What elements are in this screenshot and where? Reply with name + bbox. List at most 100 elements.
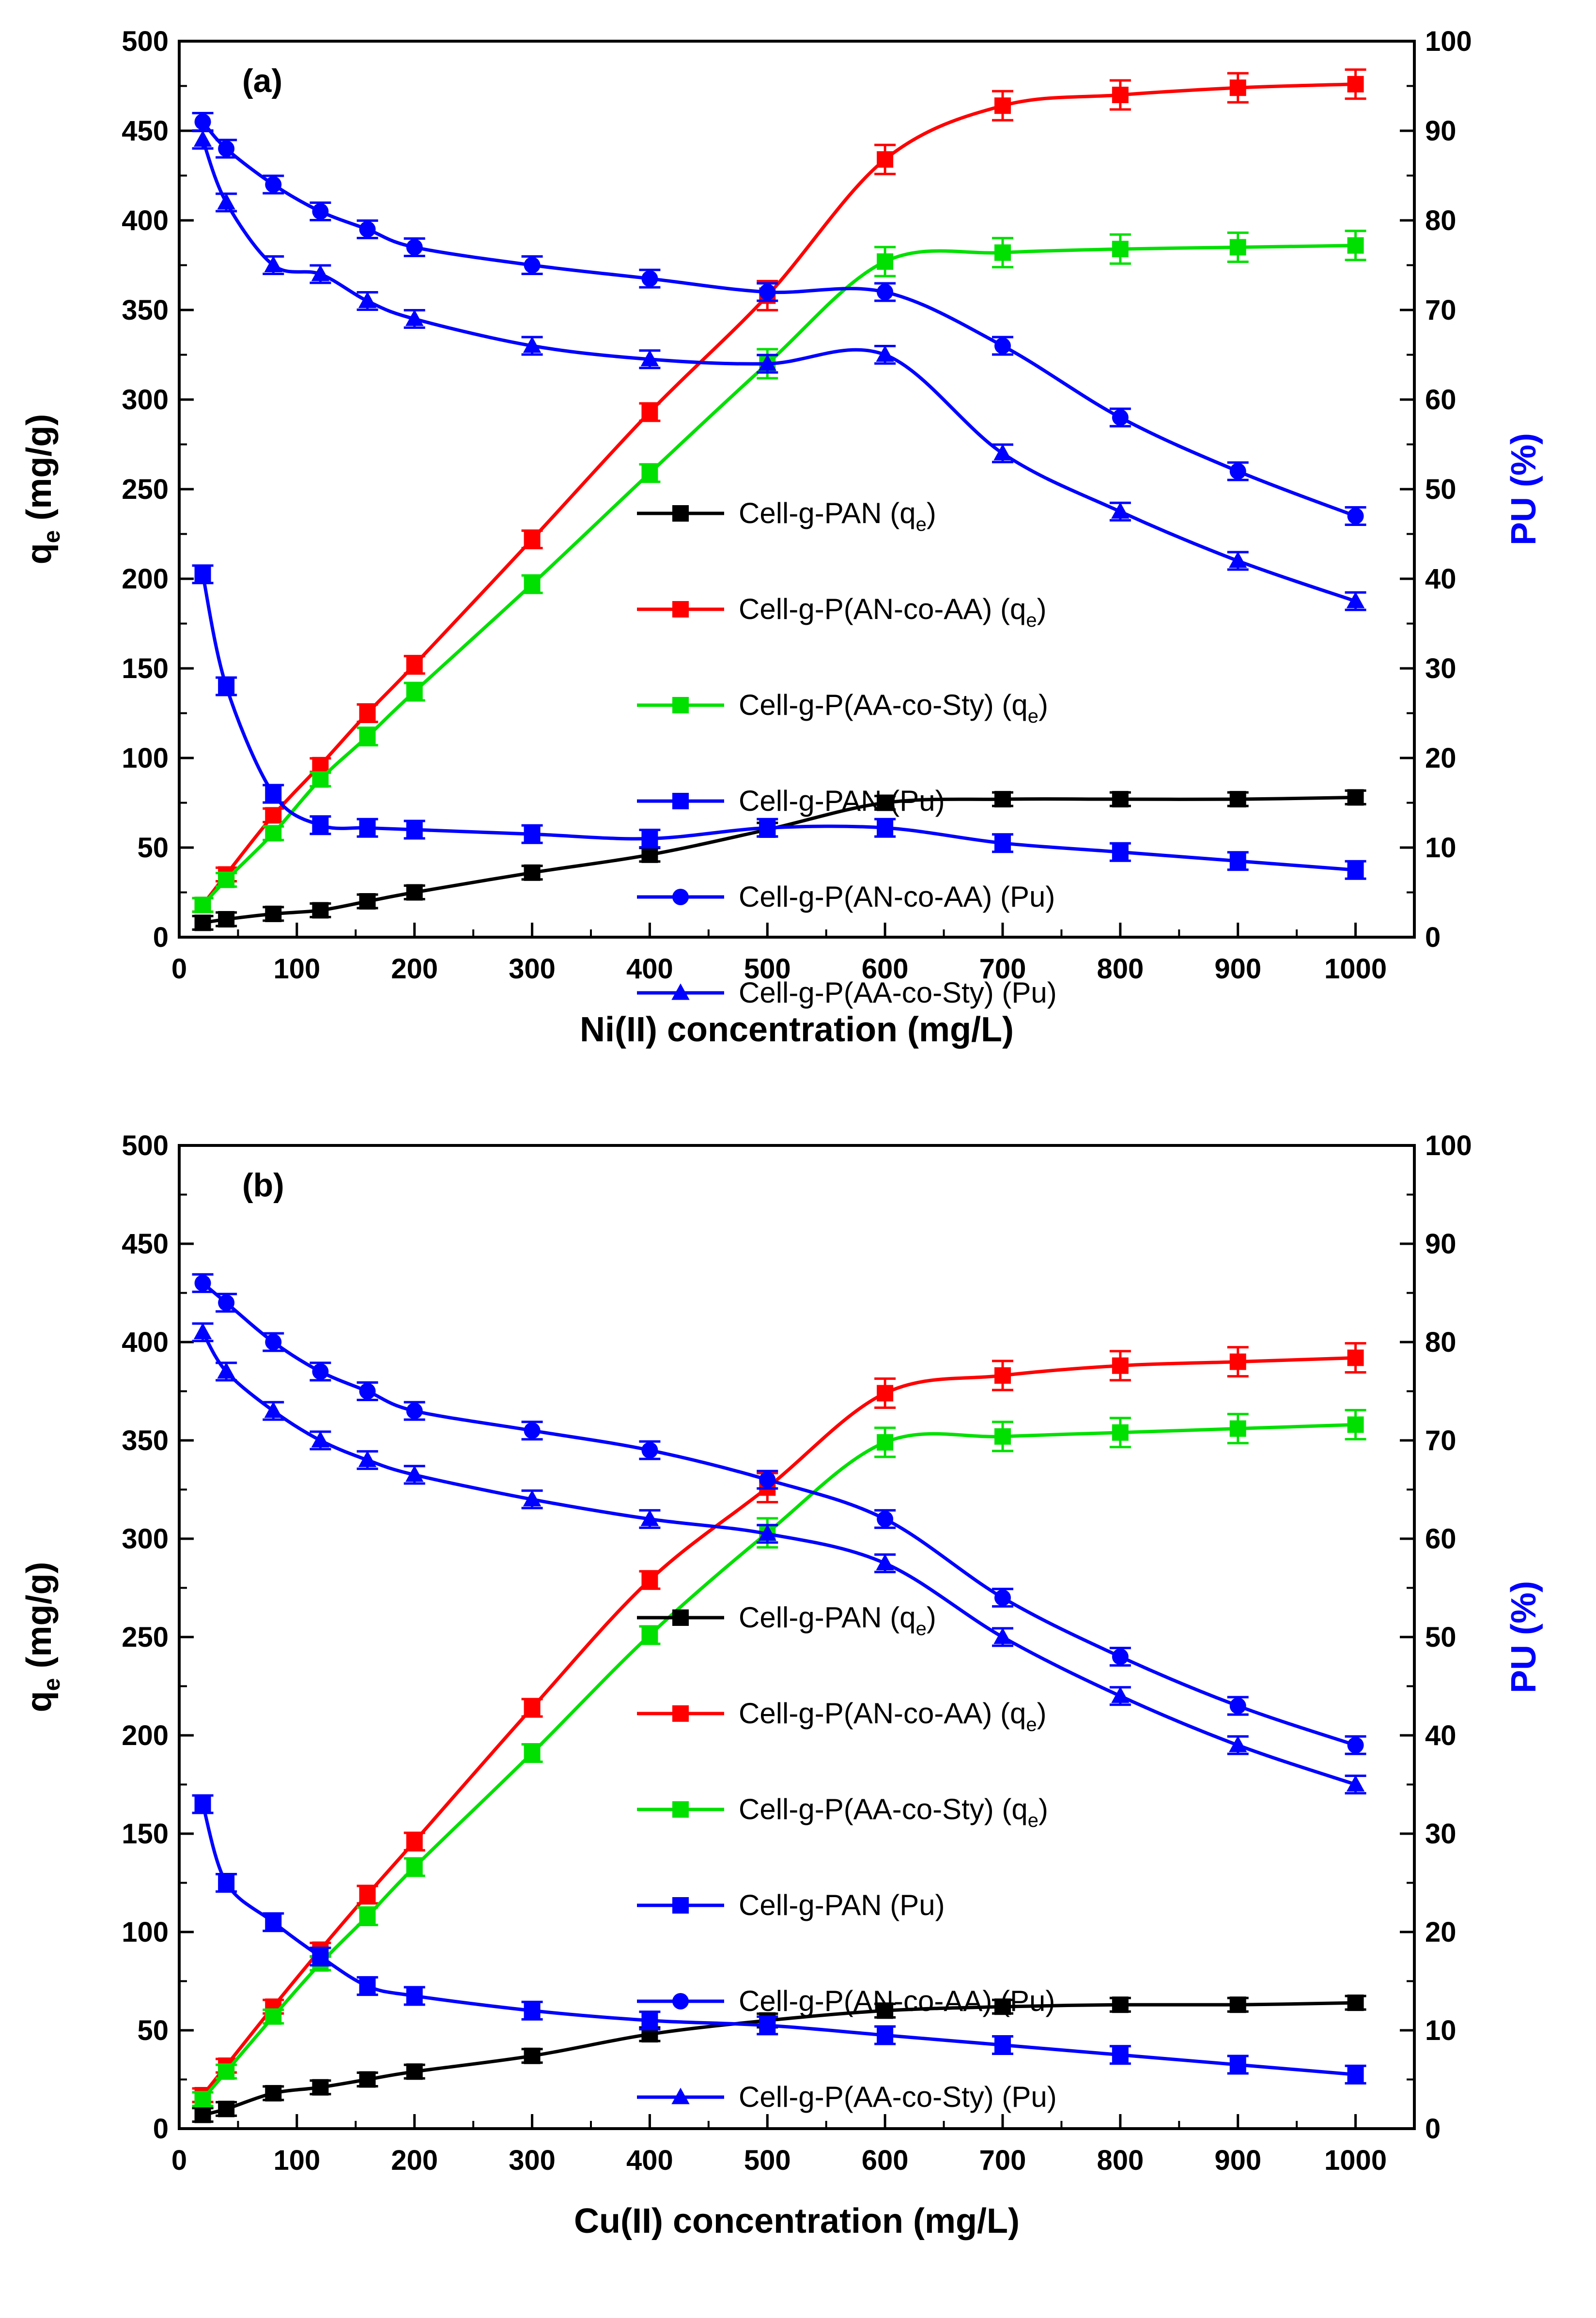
data-point <box>359 728 376 745</box>
legend-marker <box>672 1609 689 1626</box>
x-axis-title: Ni(II) concentration (mg/L) <box>580 1010 1014 1049</box>
data-point <box>405 309 424 326</box>
data-point <box>1229 1698 1246 1715</box>
x-tick-label: 0 <box>171 2145 187 2176</box>
legend-entry: Cell-g-P(AA-co-Sty) (qe) <box>637 689 1048 727</box>
data-point <box>1229 2056 1246 2073</box>
data-point <box>523 336 542 353</box>
data-point <box>359 1978 376 1994</box>
data-point <box>218 871 235 888</box>
legend-entry: Cell-g-PAN (qe) <box>637 1601 936 1639</box>
data-point <box>759 2017 776 2034</box>
legend-entry: Cell-g-PAN (Pu) <box>637 785 945 817</box>
y2-tick-label: 80 <box>1425 1327 1457 1358</box>
legend-marker <box>672 889 689 905</box>
data-point <box>1112 1648 1129 1665</box>
data-point <box>1229 239 1246 256</box>
y2-tick-label: 20 <box>1425 742 1457 774</box>
data-point <box>1347 237 1364 254</box>
data-point <box>194 1275 211 1292</box>
data-point <box>641 1626 658 1643</box>
data-point <box>1112 1424 1129 1441</box>
data-point <box>524 1422 541 1439</box>
y-tick-label: 500 <box>122 26 169 57</box>
data-point <box>640 350 659 367</box>
legend-marker <box>672 1705 689 1722</box>
legend-marker <box>672 1993 689 2009</box>
y-tick-label: 0 <box>153 2113 169 2145</box>
legend-label: Cell-g-P(AN-co-AA) (qe) <box>739 593 1047 631</box>
data-point <box>194 914 211 931</box>
data-point <box>311 1431 330 1448</box>
x-tick-label: 300 <box>509 953 556 985</box>
y-tick-label: 400 <box>122 205 169 236</box>
data-point <box>405 1465 424 1482</box>
legend-entry: Cell-g-P(AA-co-Sty) (qe) <box>637 1793 1048 1831</box>
data-point <box>641 830 658 847</box>
data-point <box>1347 789 1364 806</box>
data-point <box>265 2008 282 2025</box>
data-point <box>218 911 235 927</box>
y-tick-label: 100 <box>122 742 169 774</box>
x-tick-label: 300 <box>509 2145 556 2176</box>
y-axis-title: qe (mg/g) <box>20 414 65 565</box>
y-tick-label: 450 <box>122 115 169 147</box>
data-point <box>406 1859 423 1876</box>
data-point <box>994 338 1011 354</box>
x-tick-label: 200 <box>391 2145 438 2176</box>
y-tick-label: 200 <box>122 563 169 595</box>
data-point <box>1347 2066 1364 2083</box>
data-point <box>641 464 658 481</box>
y2-axis-title: PU (%) <box>1504 433 1543 545</box>
data-point <box>1347 1994 1364 2011</box>
data-point <box>1347 508 1364 525</box>
data-point <box>994 1428 1011 1445</box>
data-point <box>1229 79 1246 96</box>
data-point <box>524 826 541 843</box>
legend-label: Cell-g-PAN (Pu) <box>739 785 945 817</box>
series-line <box>201 121 1356 518</box>
legend-marker <box>671 983 690 1000</box>
data-point <box>877 2027 894 2044</box>
data-point <box>993 444 1012 461</box>
legend-label: Cell-g-P(AN-co-AA) (qe) <box>739 1697 1047 1735</box>
data-point <box>524 1700 541 1716</box>
legend-label: Cell-g-P(AA-co-Sty) (qe) <box>739 1793 1048 1831</box>
y-tick-label: 200 <box>122 1720 169 1751</box>
data-point <box>1346 591 1365 608</box>
data-point <box>877 151 894 168</box>
x-tick-label: 0 <box>171 953 187 985</box>
series-line <box>201 139 1356 603</box>
data-point <box>877 794 894 811</box>
data-point <box>265 905 282 922</box>
data-point <box>265 1914 282 1931</box>
data-point <box>877 284 894 300</box>
data-point <box>877 1434 894 1451</box>
data-point <box>1347 862 1364 879</box>
y2-tick-label: 50 <box>1425 474 1457 505</box>
legend-label: Cell-g-P(AA-co-Sty) (Pu) <box>739 2081 1057 2113</box>
data-point <box>1229 852 1246 869</box>
data-point <box>1112 2046 1129 2063</box>
data-point <box>1112 87 1129 103</box>
data-point <box>758 354 776 371</box>
data-point <box>523 1490 542 1507</box>
chart-panel-b: 0 100 200 300 400 500 600 700 800 900 100005010015… <box>20 1130 1543 2241</box>
data-point <box>759 819 776 836</box>
y2-tick-label: 90 <box>1425 115 1457 147</box>
data-point <box>877 253 894 270</box>
y2-tick-label: 90 <box>1425 1228 1457 1260</box>
data-point <box>359 2071 376 2088</box>
data-point <box>641 1572 658 1589</box>
series-0 <box>192 1994 1366 2123</box>
series-4 <box>192 1273 1366 1755</box>
y-tick-label: 250 <box>122 474 169 505</box>
legend-marker <box>672 1801 689 1818</box>
data-point <box>218 1874 235 1891</box>
y-tick-label: 400 <box>122 1327 169 1358</box>
series-1 <box>192 68 1366 913</box>
x-axis-title: Cu(II) concentration (mg/L) <box>574 2202 1020 2241</box>
series-5 <box>192 1322 1366 1794</box>
legend-marker <box>672 601 689 618</box>
data-point <box>524 257 541 274</box>
